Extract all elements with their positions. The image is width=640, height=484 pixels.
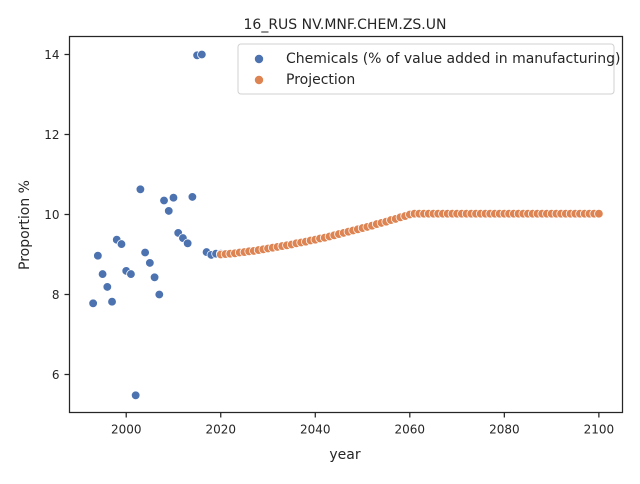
chemicals-point-1994	[93, 251, 103, 261]
chemicals-point-2006	[149, 272, 160, 282]
projection-point-2100	[594, 209, 604, 219]
chemicals-point-2004	[140, 247, 150, 258]
y-axis-label: Proportion %	[17, 180, 33, 270]
chemicals-point-2001	[126, 269, 136, 279]
y-axis: 6 8 10 12 14	[44, 48, 70, 382]
chemicals-point-2014	[187, 192, 198, 202]
data-points	[88, 49, 604, 400]
legend-box	[237, 43, 615, 95]
chemicals-point-2009	[164, 206, 174, 216]
x-tick-label-2060: 2060	[395, 423, 426, 437]
chart-title: 16_RUS NV.MNF.CHEM.ZS.UN	[244, 17, 447, 33]
x-axis: 2000 2020 2040 2060 2080 2100	[111, 412, 615, 437]
legend-label-projection: Projection	[286, 72, 355, 88]
chemicals-point-2010	[168, 193, 179, 203]
chemicals-point-1993	[88, 298, 98, 308]
chemicals-point-2013	[182, 238, 193, 248]
chemicals-point-2002	[130, 390, 141, 400]
chemicals-point-2007	[154, 289, 164, 300]
plot-area-frame	[68, 35, 624, 414]
legend-marker-chemicals	[253, 54, 264, 65]
chemicals-point-2003	[135, 184, 146, 194]
x-axis-label: year	[329, 447, 360, 463]
chemicals-point-2005	[145, 258, 155, 268]
chemicals-point-1999	[116, 239, 127, 249]
x-tick-label-2040: 2040	[300, 423, 331, 437]
legend: Chemicals (% of value added in manufactu…	[237, 43, 620, 95]
chemicals-point-2008	[159, 195, 169, 206]
y-tick-label-6: 6	[52, 368, 60, 382]
chemicals-point-1997	[107, 297, 117, 307]
legend-label-chemicals: Chemicals (% of value added in manufactu…	[286, 51, 620, 67]
y-tick-label-10: 10	[44, 208, 59, 222]
y-tick-label-8: 8	[52, 288, 60, 302]
y-tick-label-12: 12	[44, 128, 59, 142]
chemicals-point-1995	[97, 269, 108, 279]
x-tick-label-2080: 2080	[489, 423, 520, 437]
legend-marker-projection	[253, 75, 264, 86]
chemicals-point-2016	[197, 49, 207, 60]
x-tick-label-2000: 2000	[111, 423, 142, 437]
x-tick-label-2020: 2020	[205, 423, 236, 437]
x-tick-label-2100: 2100	[584, 423, 615, 437]
y-tick-label-14: 14	[44, 48, 59, 62]
chemicals-point-1996	[102, 282, 112, 292]
